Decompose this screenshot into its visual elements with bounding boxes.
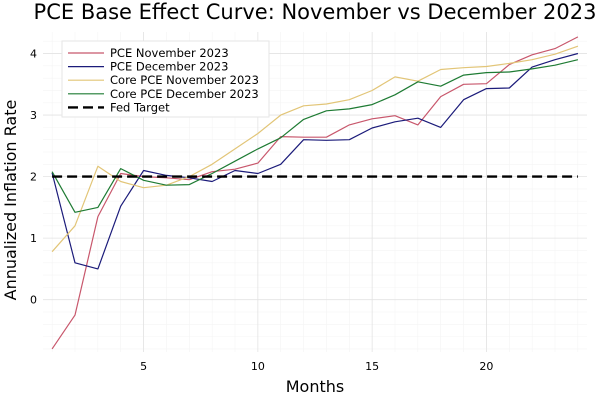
x-tick-label: 20 — [479, 360, 493, 373]
legend-label: Fed Target — [110, 100, 170, 114]
legend-label: PCE December 2023 — [110, 60, 228, 74]
legend-label: Core PCE December 2023 — [110, 87, 259, 101]
x-axis-label: Months — [286, 377, 344, 396]
chart-title: PCE Base Effect Curve: November vs Decem… — [34, 0, 597, 24]
x-tick-label: 5 — [140, 360, 147, 373]
series-line-core-pce-november-2023 — [51, 45, 579, 253]
series-layer — [51, 36, 579, 350]
y-axis-label: Annualized Inflation Rate — [1, 100, 20, 301]
series-line-core-pce-december-2023 — [51, 59, 579, 213]
y-tick-label: 1 — [30, 232, 37, 245]
axis-ticks: 5 10 15 20 0 1 2 3 4 — [30, 48, 493, 373]
y-tick-label: 4 — [30, 48, 37, 61]
y-tick-label: 0 — [30, 294, 37, 307]
legend-box — [61, 40, 270, 118]
y-tick-label: 2 — [30, 171, 37, 184]
y-tick-label: 3 — [30, 109, 37, 122]
series-line-pce-december-2023 — [51, 52, 579, 270]
legend-label: Core PCE November 2023 — [110, 73, 259, 87]
x-tick-label: 10 — [251, 360, 265, 373]
legend-label: PCE November 2023 — [110, 46, 229, 60]
x-tick-label: 15 — [365, 360, 379, 373]
